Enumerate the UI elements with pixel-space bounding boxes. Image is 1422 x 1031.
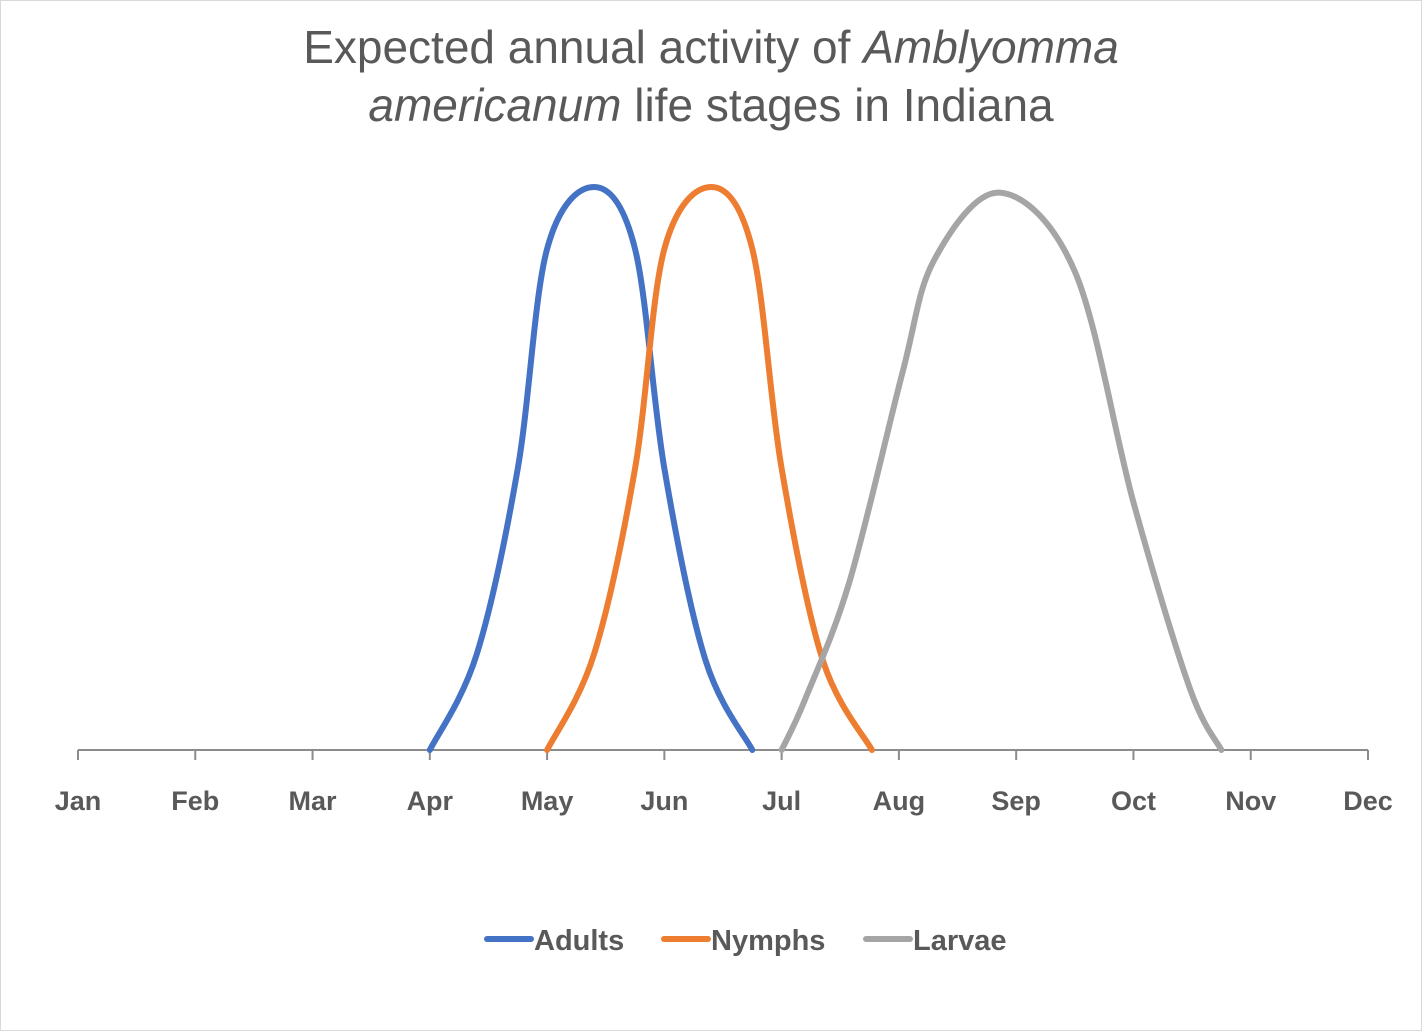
x-tick-label: Sep	[991, 786, 1041, 816]
series-line-larvae	[778, 189, 1225, 753]
x-tick-label: May	[521, 786, 574, 816]
x-tick-label: Jul	[762, 786, 801, 816]
title-part: life stages in Indiana	[621, 79, 1054, 131]
x-tick-label: Jun	[640, 786, 688, 816]
x-tick-label: Apr	[407, 786, 454, 816]
chart-title: Expected annual activity of Amblyomma ame…	[0, 18, 1422, 134]
title-part: americanum	[368, 79, 622, 131]
x-tick-label: Aug	[873, 786, 925, 816]
x-tick-label: Mar	[289, 786, 338, 816]
x-tick-label: Feb	[171, 786, 219, 816]
x-tick-label: Nov	[1225, 786, 1276, 816]
series-line-adults	[426, 184, 756, 753]
title-part: Expected annual activity of	[303, 21, 864, 73]
legend-label-adults: Adults	[534, 925, 624, 957]
legend-label-larvae: Larvae	[913, 925, 1007, 957]
x-tick-label: Jan	[55, 786, 102, 816]
title-part: Amblyomma	[863, 21, 1119, 73]
legend-label-nymphs: Nymphs	[711, 925, 825, 957]
x-tick-label: Dec	[1343, 786, 1393, 816]
series-line-nymphs	[544, 184, 875, 753]
x-tick-label: Oct	[1111, 786, 1156, 816]
